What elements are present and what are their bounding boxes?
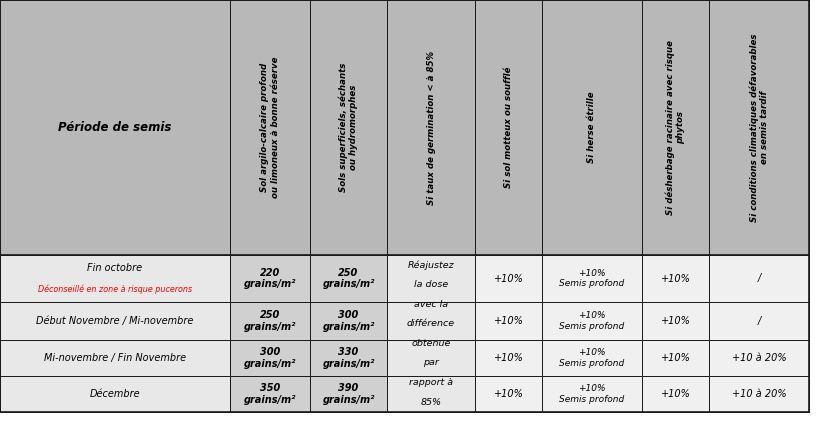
Bar <box>542 340 642 376</box>
Text: Si conditions climatiques défavorables
en semis tardif: Si conditions climatiques défavorables e… <box>749 33 769 222</box>
Text: 250
grains/m²: 250 grains/m² <box>323 268 375 289</box>
Bar <box>542 376 642 412</box>
Text: obtenue: obtenue <box>411 339 451 348</box>
Text: 300
grains/m²: 300 grains/m² <box>323 310 375 332</box>
Bar <box>0 302 230 340</box>
Text: +10 à 20%: +10 à 20% <box>732 389 787 399</box>
Bar <box>230 340 310 376</box>
Text: Si herse étrille: Si herse étrille <box>588 92 597 163</box>
Text: 330
grains/m²: 330 grains/m² <box>323 347 375 369</box>
Text: +10%: +10% <box>493 389 523 399</box>
Text: différence: différence <box>407 319 455 328</box>
Bar <box>230 255 310 302</box>
Text: +10%
Semis profond: +10% Semis profond <box>559 348 624 368</box>
Text: 250
grains/m²: 250 grains/m² <box>244 310 296 332</box>
Text: 390
grains/m²: 390 grains/m² <box>323 383 375 405</box>
Bar <box>642 376 709 412</box>
Text: +10%: +10% <box>660 389 691 399</box>
Bar <box>709 302 809 340</box>
Text: Si désherbage racinaire avec risque
phytos: Si désherbage racinaire avec risque phyt… <box>665 40 686 215</box>
Bar <box>709 340 809 376</box>
Bar <box>475 340 542 376</box>
Text: +10%: +10% <box>493 316 523 326</box>
Text: Réajustez: Réajustez <box>408 260 454 270</box>
Bar <box>387 255 475 302</box>
Bar <box>387 340 475 376</box>
Text: +10%
Semis profond: +10% Semis profond <box>559 311 624 331</box>
Text: avec la: avec la <box>414 299 448 308</box>
Text: +10%
Semis profond: +10% Semis profond <box>559 269 624 288</box>
Text: Si sol motteux ou soufflé: Si sol motteux ou soufflé <box>504 67 513 188</box>
Text: +10%: +10% <box>660 353 691 363</box>
Bar <box>475 376 542 412</box>
Text: +10%: +10% <box>660 274 691 283</box>
Text: Sols superficiels, séchants
ou hydromorphes: Sols superficiels, séchants ou hydromorp… <box>339 63 359 192</box>
Bar <box>0 0 230 255</box>
Text: Mi-novembre / Fin Novembre: Mi-novembre / Fin Novembre <box>44 353 186 363</box>
Text: Période de semis: Période de semis <box>59 121 171 134</box>
Text: 220
grains/m²: 220 grains/m² <box>244 268 296 289</box>
Bar <box>310 302 387 340</box>
Text: /: / <box>757 274 761 283</box>
Bar <box>230 0 310 255</box>
Bar <box>387 302 475 340</box>
Bar <box>387 0 475 255</box>
Text: 300
grains/m²: 300 grains/m² <box>244 347 296 369</box>
Text: +10%: +10% <box>493 353 523 363</box>
Text: Sol argilo-calcaire profond
ou limoneux à bonne réserve: Sol argilo-calcaire profond ou limoneux … <box>260 57 280 198</box>
Text: +10%
Semis profond: +10% Semis profond <box>559 384 624 404</box>
Bar <box>310 340 387 376</box>
Text: la dose: la dose <box>414 280 448 289</box>
Bar <box>709 376 809 412</box>
Bar <box>642 302 709 340</box>
Text: +10%: +10% <box>493 274 523 283</box>
Bar <box>475 255 542 302</box>
Text: +10 à 20%: +10 à 20% <box>732 353 787 363</box>
Text: Début Novembre / Mi-novembre: Début Novembre / Mi-novembre <box>36 316 194 326</box>
Bar <box>387 376 475 412</box>
Bar <box>709 0 809 255</box>
Bar <box>642 255 709 302</box>
Bar <box>709 255 809 302</box>
Bar <box>310 376 387 412</box>
Text: par: par <box>423 358 439 367</box>
Bar <box>310 0 387 255</box>
Bar <box>230 376 310 412</box>
Bar <box>542 0 642 255</box>
Text: Déconseillé en zone à risque pucerons: Déconseillé en zone à risque pucerons <box>38 284 192 294</box>
Text: rapport à: rapport à <box>409 378 453 387</box>
Bar <box>0 340 230 376</box>
Bar <box>642 0 709 255</box>
Bar <box>642 340 709 376</box>
Text: 350
grains/m²: 350 grains/m² <box>244 383 296 405</box>
Text: Décembre: Décembre <box>89 389 140 399</box>
Bar <box>0 376 230 412</box>
Text: Si taux de germination < à 85%: Si taux de germination < à 85% <box>426 51 436 205</box>
Bar <box>542 255 642 302</box>
Text: Fin octobre: Fin octobre <box>88 263 143 273</box>
Bar <box>310 255 387 302</box>
Bar <box>0 255 230 302</box>
Bar <box>542 302 642 340</box>
Text: +10%: +10% <box>660 316 691 326</box>
Text: /: / <box>757 316 761 326</box>
Bar <box>230 302 310 340</box>
Bar <box>475 302 542 340</box>
Text: 85%: 85% <box>421 398 441 407</box>
Bar <box>475 0 542 255</box>
